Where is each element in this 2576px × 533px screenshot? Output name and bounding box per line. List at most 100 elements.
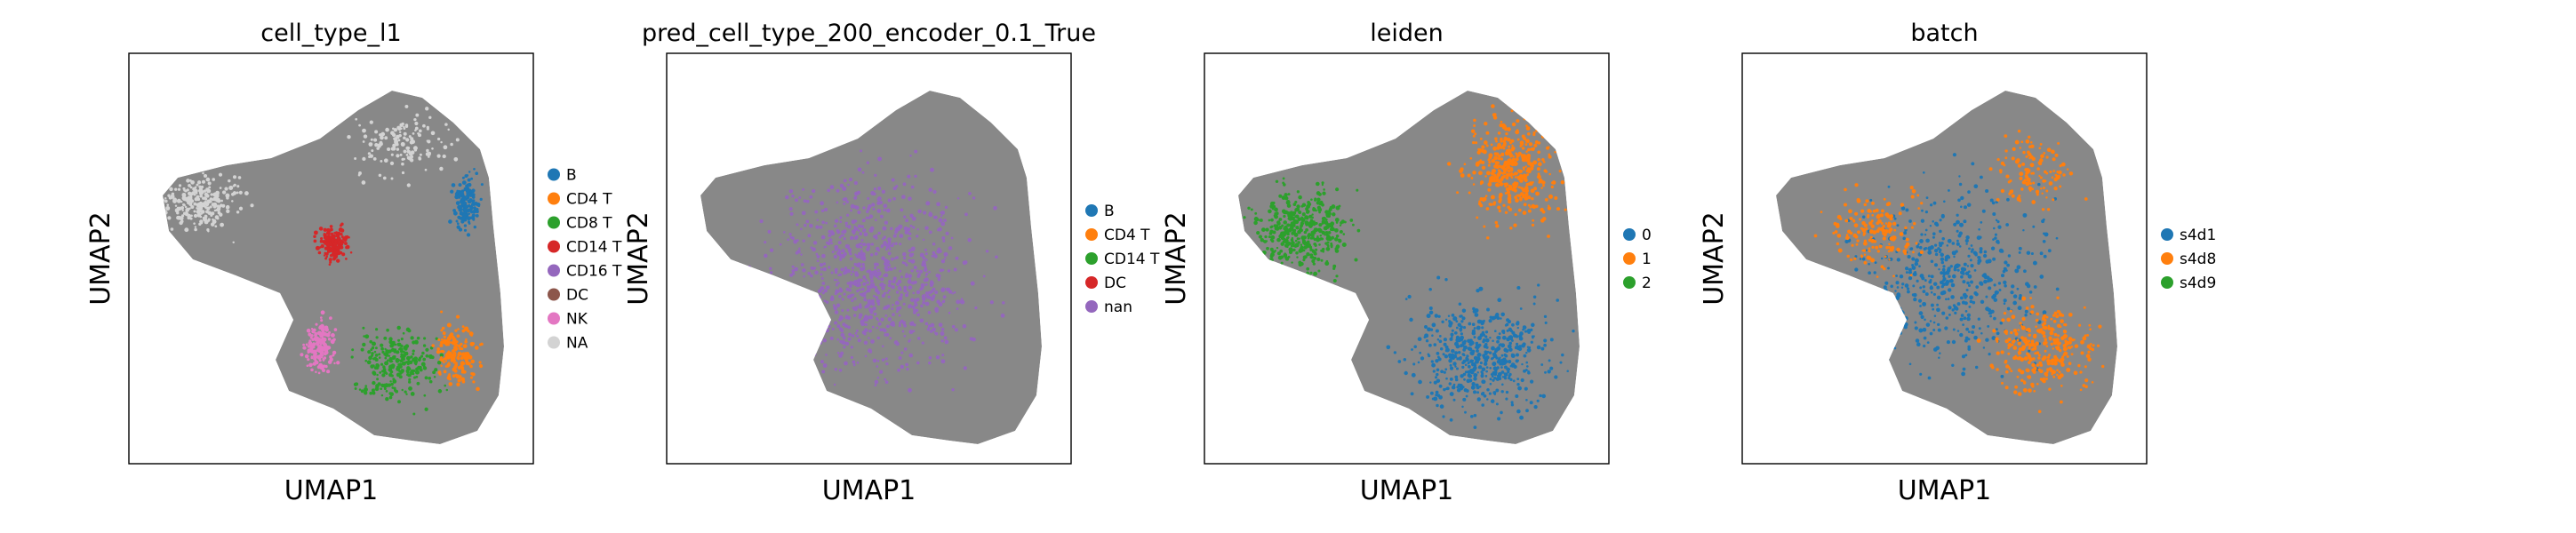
- cell-point: [463, 201, 468, 205]
- cell-point: [369, 339, 373, 344]
- cell-point: [1449, 377, 1453, 381]
- cell-point: [1525, 351, 1528, 354]
- cell-point: [1998, 289, 2002, 291]
- cell-point: [1868, 262, 1870, 266]
- cell-point: [878, 200, 883, 205]
- cell-point: [2073, 370, 2078, 376]
- cell-point: [939, 250, 942, 253]
- cell-point: [1484, 338, 1490, 343]
- cell-point: [2087, 350, 2091, 354]
- cell-point: [833, 306, 838, 311]
- cell-point: [1264, 235, 1268, 239]
- cell-point: [1521, 157, 1526, 163]
- cell-point: [1295, 251, 1299, 255]
- cell-point: [412, 372, 415, 376]
- cell-point: [827, 188, 830, 193]
- cell-point: [1484, 122, 1488, 126]
- cell-point: [1265, 227, 1269, 232]
- cell-point: [1962, 280, 1966, 284]
- cell-point: [1274, 212, 1277, 215]
- cell-point: [1904, 244, 1908, 249]
- cell-point: [174, 204, 178, 207]
- cell-point: [869, 279, 874, 283]
- cell-point: [851, 298, 854, 302]
- cell-point: [860, 232, 862, 235]
- cell-point: [928, 211, 932, 215]
- cell-point: [1480, 370, 1484, 374]
- cell-point: [456, 334, 460, 338]
- cell-point: [829, 297, 835, 302]
- cell-point: [1497, 371, 1502, 377]
- cell-point: [423, 394, 427, 397]
- cell-point: [442, 154, 446, 159]
- cell-point: [428, 115, 432, 119]
- cell-point: [844, 323, 848, 329]
- cell-point: [1507, 127, 1511, 131]
- cell-point: [471, 213, 476, 218]
- cell-point: [905, 219, 909, 223]
- cell-point: [1913, 292, 1917, 298]
- cell-point: [380, 159, 383, 163]
- cell-point: [1278, 194, 1283, 198]
- cell-point: [465, 184, 468, 188]
- cell-point: [1494, 347, 1499, 353]
- cell-point: [1993, 298, 1998, 302]
- cell-point: [827, 242, 831, 246]
- cell-point: [1871, 202, 1875, 205]
- cell-point: [1476, 345, 1481, 349]
- cell-point: [1487, 163, 1491, 167]
- cell-point: [1462, 359, 1467, 363]
- cell-point: [335, 231, 339, 235]
- cell-point: [1519, 307, 1523, 310]
- cell-point: [843, 179, 847, 183]
- cell-point: [791, 272, 796, 275]
- cell-point: [1521, 147, 1525, 150]
- cell-point: [940, 287, 946, 291]
- cell-point: [383, 352, 387, 356]
- cell-point: [861, 171, 865, 174]
- cell-point: [1290, 221, 1295, 227]
- cell-point: [785, 195, 789, 200]
- cell-point: [875, 246, 880, 251]
- cell-point: [1435, 394, 1438, 397]
- cell-point: [2028, 186, 2033, 191]
- cell-point: [2059, 325, 2062, 329]
- cell-point: [1963, 316, 1967, 321]
- cell-point: [1497, 298, 1502, 303]
- cell-point: [1481, 326, 1484, 330]
- cell-point: [214, 215, 220, 219]
- cell-point: [1438, 384, 1443, 388]
- cell-point: [843, 202, 846, 205]
- cell-point: [924, 291, 930, 296]
- cell-point: [1472, 134, 1476, 138]
- cell-point: [452, 211, 458, 216]
- cell-point: [1461, 340, 1467, 346]
- cell-point: [940, 331, 945, 336]
- cell-point: [1529, 401, 1533, 405]
- cell-point: [1965, 243, 1968, 245]
- cell-point: [388, 354, 391, 357]
- cell-point: [1269, 247, 1274, 251]
- cell-point: [1939, 229, 1942, 234]
- cell-point: [1936, 303, 1940, 306]
- cell-point: [1868, 221, 1873, 226]
- cell-point: [1284, 193, 1288, 197]
- cell-point: [1316, 257, 1321, 262]
- cell-point: [2042, 239, 2046, 243]
- cell-point: [323, 233, 326, 235]
- cell-point: [443, 370, 447, 374]
- cell-point: [1318, 223, 1323, 227]
- cell-point: [805, 290, 809, 293]
- cell-point: [1548, 146, 1550, 148]
- cell-point: [878, 370, 884, 374]
- cell-point: [2083, 306, 2086, 309]
- cell-point: [364, 391, 368, 395]
- cell-point: [392, 340, 396, 345]
- cell-point: [1951, 339, 1956, 345]
- cell-point: [189, 186, 193, 189]
- cell-point: [1461, 386, 1465, 389]
- cell-point: [1279, 249, 1284, 253]
- cell-point: [1536, 167, 1540, 171]
- cell-point: [1921, 276, 1925, 281]
- cell-point: [1266, 246, 1269, 251]
